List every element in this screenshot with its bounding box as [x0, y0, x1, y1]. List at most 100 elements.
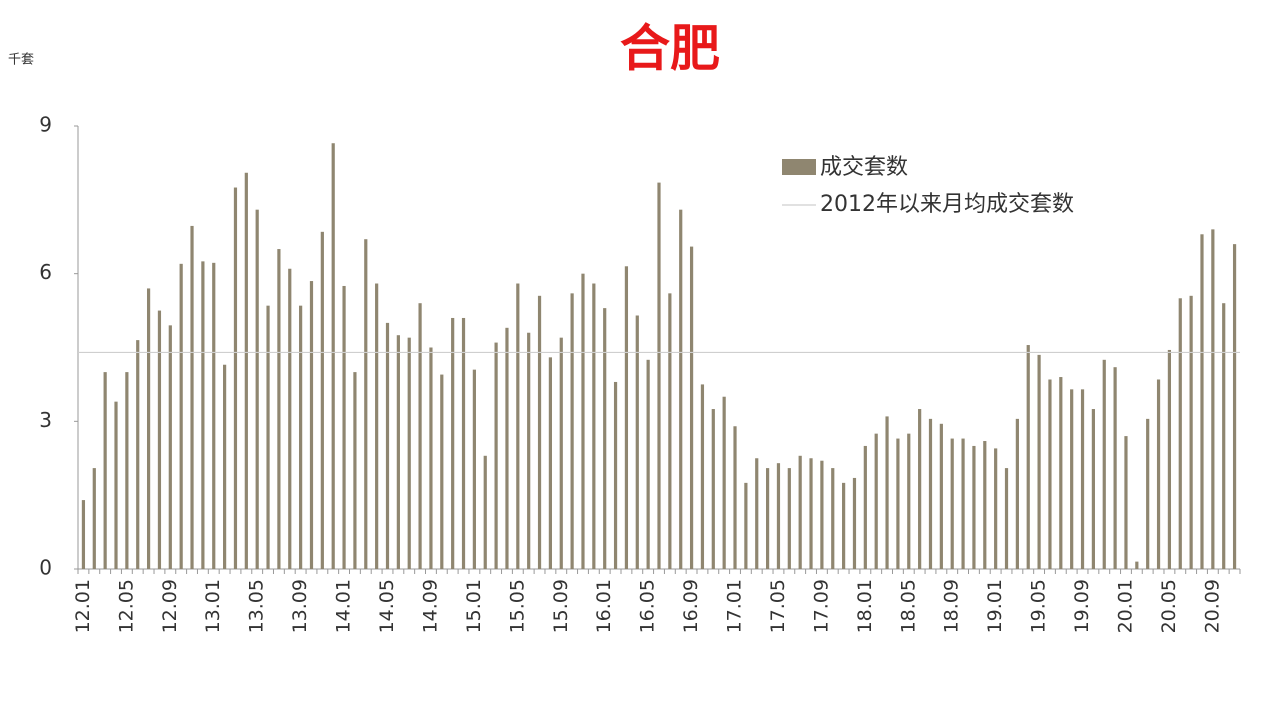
x-tick-label: 16.09 — [680, 579, 702, 633]
x-tick-label: 18.09 — [941, 579, 963, 633]
x-tick-label: 13.05 — [246, 579, 268, 633]
bar — [1026, 345, 1030, 569]
bar — [1200, 234, 1204, 570]
bar — [939, 423, 943, 569]
x-tick-label: 20.09 — [1201, 579, 1223, 633]
bar — [624, 266, 629, 569]
x-tick-label: 19.09 — [1071, 579, 1093, 633]
bar — [233, 187, 238, 569]
bar — [1178, 298, 1182, 569]
bar — [787, 468, 791, 569]
bar — [342, 285, 346, 569]
x-tick-label: 14.09 — [419, 579, 441, 633]
bar — [223, 364, 227, 569]
x-tick-label: 15.01 — [463, 579, 485, 633]
bar — [613, 381, 618, 569]
bar — [1070, 389, 1074, 569]
bar — [277, 249, 281, 570]
x-tick-label: 15.09 — [550, 579, 572, 633]
bar — [744, 482, 748, 569]
y-tick-label: 3 — [39, 408, 52, 432]
x-tick-label: 18.01 — [854, 579, 876, 633]
x-tick-label: 17.01 — [724, 579, 746, 633]
bar — [1146, 418, 1150, 569]
x-tick-label: 13.01 — [202, 579, 224, 633]
bar — [755, 458, 759, 569]
bar — [570, 293, 574, 569]
x-tick-label: 19.01 — [984, 579, 1006, 633]
bar — [92, 468, 96, 569]
bar — [266, 305, 270, 569]
legend-label: 2012年以来月均成交套数 — [820, 192, 1074, 217]
x-tick-label: 14.01 — [333, 579, 355, 633]
bar — [592, 283, 596, 569]
bar — [646, 359, 650, 569]
bar — [928, 418, 933, 569]
bar — [309, 281, 314, 569]
bar — [396, 335, 400, 569]
x-tick-label: 19.05 — [1028, 579, 1050, 633]
bar — [1222, 303, 1226, 569]
y-axis-label: 千套 — [8, 52, 34, 68]
bar — [798, 455, 802, 569]
bar — [1048, 379, 1052, 569]
bar — [983, 441, 987, 569]
x-tick-label: 18.05 — [897, 579, 919, 633]
legend-label: 成交套数 — [820, 155, 908, 180]
bar — [537, 295, 542, 569]
x-tick-label: 16.01 — [593, 579, 615, 633]
bar — [375, 283, 379, 569]
bar — [581, 273, 585, 569]
bar — [1080, 389, 1085, 569]
bar — [820, 460, 824, 569]
bar — [994, 448, 998, 569]
bar — [136, 340, 140, 569]
bar — [1059, 377, 1063, 569]
bar — [679, 209, 683, 569]
bar — [711, 409, 715, 569]
bar — [190, 225, 194, 569]
bar — [842, 482, 846, 569]
bar — [364, 239, 368, 569]
x-tick-label: 12.01 — [72, 579, 94, 633]
bar — [896, 438, 900, 569]
bar — [1037, 354, 1041, 569]
bar — [722, 396, 726, 569]
bar — [103, 372, 107, 569]
bar — [700, 384, 705, 569]
x-tick-label: 14.05 — [376, 579, 398, 633]
bar — [179, 263, 183, 569]
bar — [440, 374, 444, 569]
x-tick-label: 17.05 — [767, 579, 789, 633]
bar — [483, 455, 487, 569]
y-tick-label: 9 — [39, 113, 52, 137]
bar — [1156, 379, 1161, 569]
x-tick-label: 12.05 — [115, 579, 137, 633]
x-tick-label: 20.01 — [1114, 579, 1136, 633]
bar — [603, 308, 607, 569]
bar — [874, 433, 878, 569]
bar — [288, 268, 292, 569]
bar — [776, 463, 781, 569]
bar — [299, 305, 303, 569]
bar — [809, 458, 813, 569]
bar — [505, 327, 509, 569]
bar — [168, 325, 172, 569]
bar — [255, 209, 259, 569]
bar — [451, 317, 455, 569]
bar — [1232, 244, 1237, 569]
x-tick-label: 16.05 — [637, 579, 659, 633]
bar — [125, 372, 129, 569]
bar — [385, 322, 390, 569]
bar — [201, 261, 205, 569]
bar — [1211, 229, 1215, 569]
x-tick-label: 15.05 — [506, 579, 528, 633]
bar — [907, 433, 911, 569]
bar — [146, 288, 151, 569]
bar — [918, 409, 922, 569]
chart-title: 合肥 — [620, 20, 720, 78]
bar — [961, 438, 965, 569]
bar — [527, 332, 531, 569]
bar — [765, 468, 770, 569]
